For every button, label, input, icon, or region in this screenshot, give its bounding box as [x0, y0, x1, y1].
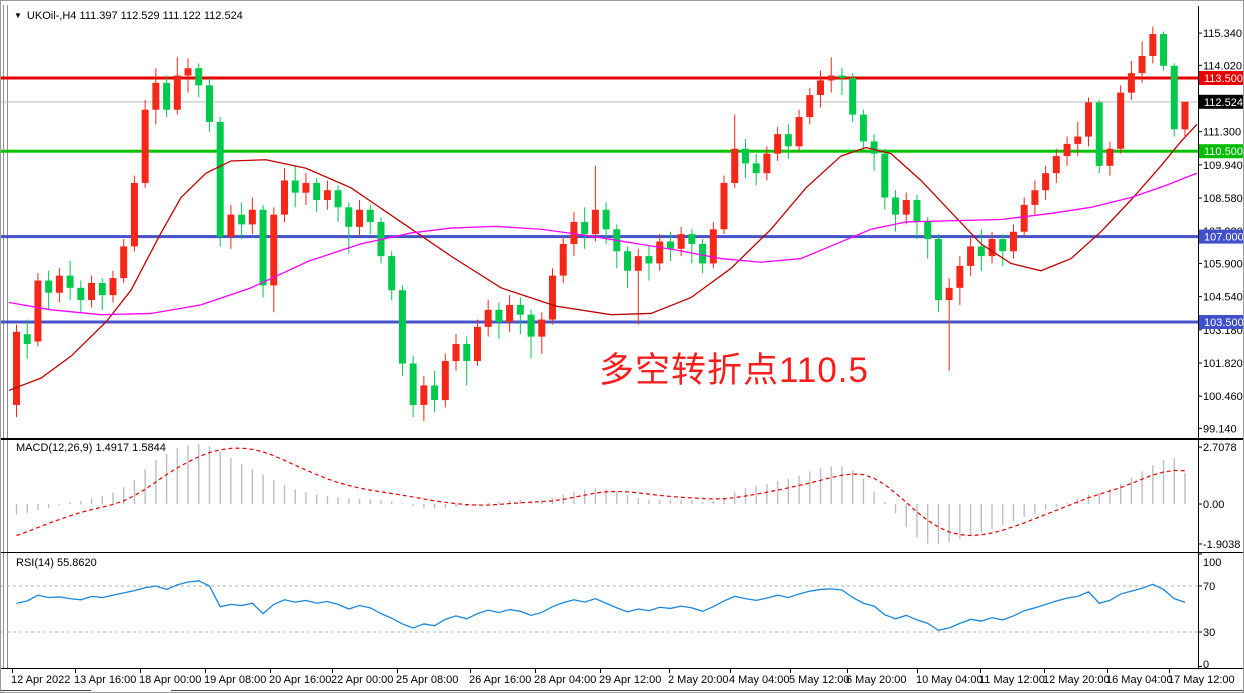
price-badge	[1199, 71, 1243, 85]
time-label: 18 Apr 00:00	[139, 674, 202, 686]
time-tick	[1169, 669, 1170, 673]
price-tick-label: 104.540	[1203, 292, 1243, 304]
rsi-line	[16, 580, 1186, 631]
bottom-edge-line	[1, 690, 91, 691]
price-tick-label: 105.900	[1203, 258, 1243, 270]
window-edge-line	[7, 5, 8, 688]
rsi-tick-label: 0	[1203, 659, 1209, 669]
price-badge-label: 103.500	[1204, 317, 1244, 329]
price-tick-label: 99.140	[1203, 423, 1237, 435]
price-badge-label: 112.524	[1204, 97, 1243, 109]
time-tick	[980, 669, 981, 673]
time-label: 10 May 04:00	[916, 674, 983, 686]
time-tick	[1107, 669, 1108, 673]
time-label: 25 Apr 08:00	[396, 674, 459, 686]
candles	[13, 26, 1189, 421]
rsi-tick-label: 70	[1203, 581, 1215, 593]
annotation-text[interactable]: 多空转折点110.5	[599, 351, 869, 390]
ma-magenta-line	[8, 172, 1198, 316]
ma-red-line	[8, 123, 1198, 391]
rsi-indicator-label: RSI(14) 55.8620	[14, 557, 99, 569]
macd-tick-label: 2.7078	[1203, 442, 1237, 454]
time-label: 13 Apr 16:00	[74, 674, 137, 686]
symbol-dropdown-icon[interactable]: ▼	[14, 11, 22, 20]
price-tick-label: 101.820	[1203, 358, 1243, 370]
time-label: 22 Apr 00:00	[331, 674, 394, 686]
level-line[interactable]	[1, 320, 1198, 324]
time-label: 29 Apr 12:00	[599, 674, 662, 686]
time-tick	[332, 669, 333, 673]
time-tick	[847, 669, 848, 673]
price-badge-label: 107.000	[1204, 232, 1244, 244]
time-tick	[790, 669, 791, 673]
time-tick	[1044, 669, 1045, 673]
time-tick	[12, 669, 13, 673]
time-tick	[470, 669, 471, 673]
time-label: 2 May 20:00	[668, 674, 729, 686]
time-axis[interactable]: 12 Apr 2022 13 Apr 16:00 18 Apr 00:00 19 Ap…	[1, 669, 1243, 692]
macd-panel[interactable]: 2.7078 0.00 -1.9038	[1, 439, 1244, 553]
chart-title: UKOil-,H4 111.397 112.529 111.122 112.52…	[26, 10, 243, 22]
time-label: 16 May 04:00	[1106, 674, 1173, 686]
price-tick-label: 111.300	[1203, 127, 1241, 139]
time-label: 11 May 12:00	[979, 674, 1045, 686]
time-label: 6 May 20:00	[846, 674, 907, 686]
price-badge	[1199, 94, 1243, 109]
macd-indicator-label: MACD(12,26,9) 1.4917 1.5844	[14, 442, 168, 454]
main-price-chart[interactable]: 115.340114.020112.660111.300109.940108.5…	[1, 6, 1244, 439]
window-edge-line	[3, 5, 4, 688]
rsi-panel[interactable]: 100 70 30 0	[1, 553, 1244, 669]
time-tick	[75, 669, 76, 673]
chart-title-bar: ▼ UKOil-,H4 111.397 112.529 111.122 112.…	[14, 10, 243, 22]
time-label: 19 Apr 08:00	[204, 674, 267, 686]
time-tick	[917, 669, 918, 673]
price-badge	[1199, 229, 1243, 244]
time-label: 5 May 12:00	[789, 674, 850, 686]
macd-histogram	[15, 444, 1186, 544]
price-badge	[1199, 315, 1243, 329]
time-tick	[397, 669, 398, 673]
bottom-edge-line	[171, 690, 1243, 691]
time-tick	[205, 669, 206, 673]
level-line[interactable]	[1, 235, 1198, 239]
rsi-tick-label: 100	[1203, 557, 1221, 569]
time-label: 12 May 20:00	[1043, 674, 1110, 686]
price-badge-label: 113.500	[1204, 73, 1243, 85]
time-label: 12 Apr 2022	[11, 674, 71, 686]
price-tick-label: 100.460	[1203, 391, 1243, 403]
macd-tick-label: 0.00	[1203, 499, 1224, 511]
time-label: 26 Apr 16:00	[469, 674, 532, 686]
time-label: 28 Apr 04:00	[534, 674, 597, 686]
time-label: 4 May 04:00	[729, 674, 790, 686]
time-tick	[669, 669, 670, 673]
price-tick-label: 115.340	[1203, 28, 1242, 40]
macd-tick-label: -1.9038	[1203, 539, 1240, 551]
time-tick	[270, 669, 271, 673]
time-tick	[600, 669, 601, 673]
time-label: 17 May 12:00	[1168, 674, 1235, 686]
level-line[interactable]	[1, 76, 1198, 80]
time-tick	[535, 669, 536, 673]
rsi-tick-label: 30	[1203, 627, 1215, 639]
price-tick-label: 109.940	[1203, 160, 1243, 172]
price-tick-label: 114.020	[1203, 60, 1242, 72]
time-tick	[730, 669, 731, 673]
time-label: 20 Apr 16:00	[269, 674, 332, 686]
price-badge	[1199, 144, 1243, 159]
price-badge-label: 110.500	[1204, 146, 1243, 158]
macd-signal-line	[16, 447, 1185, 537]
time-tick	[140, 669, 141, 673]
price-tick-label: 108.580	[1203, 193, 1243, 205]
level-line[interactable]	[1, 149, 1198, 153]
